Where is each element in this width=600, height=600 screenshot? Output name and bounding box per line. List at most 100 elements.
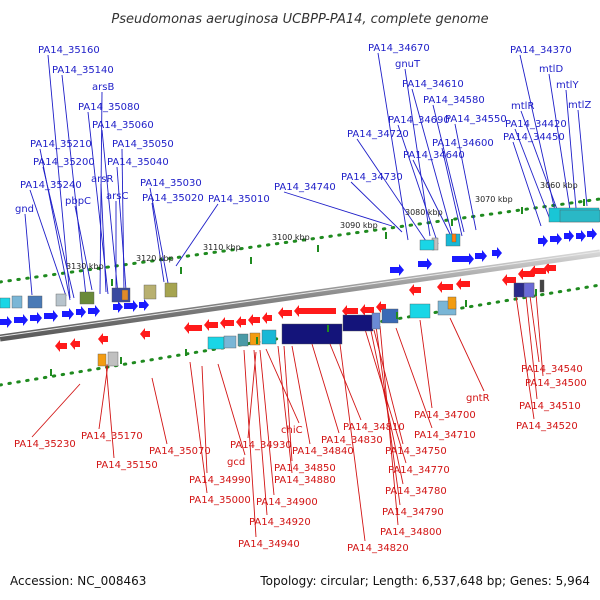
label-connector [529,295,540,363]
gene-arrow [98,333,108,345]
gene-feature-block [207,336,225,350]
gene-arrow [564,230,574,242]
gene-label-bottom: PA14_34710 [414,430,476,441]
gene-feature-block [381,308,399,324]
gene-feature-block [523,282,535,298]
label-connector [189,361,208,494]
label-connector [100,183,107,293]
gene-arrow [14,314,28,326]
gene-arrow [278,307,292,319]
gene-label-bottom: gcd [227,457,245,468]
gene-label-top: PA14_35060 [92,120,154,131]
label-connector [247,351,257,439]
gene-label-bottom: PA14_34540 [521,364,583,375]
gene-label-bottom: PA14_34930 [230,440,292,451]
label-connector [454,123,477,231]
gene-label-bottom: PA14_35230 [14,439,76,450]
gene-label-top: arsB [92,82,114,93]
gene-label-top: arsR [91,174,113,185]
label-connector [356,138,429,245]
label-connector [283,191,393,227]
gene-arrow [113,301,123,313]
gene-label-top: PA14_34740 [274,182,336,193]
gene-arrow [475,250,487,262]
gene-feature-block [0,297,11,309]
gene-label-top: PA14_35020 [142,193,204,204]
gene-feature-block [559,209,600,223]
gene-label-bottom: PA14_34820 [347,543,409,554]
gene-arrow [502,274,516,286]
gene-feature-block [419,239,435,251]
gene-arrow [30,312,42,324]
label-connector [441,147,463,237]
gene-label-top: PA14_34450 [503,132,565,143]
gene-arrow [437,281,453,293]
gene-label-top: PA14_35240 [20,180,82,191]
gene-label-bottom: PA14_34990 [189,475,251,486]
ruler-label: 3060 kbp [540,181,578,190]
gene-label-top: PA14_34550 [445,114,507,125]
gene-arrow [70,338,80,350]
label-connector [151,377,168,445]
ruler-label: 3080 kbp [405,208,443,217]
ruler-ticks [50,199,585,376]
gene-label-bottom: PA14_34790 [382,507,444,518]
gene-arrow [76,306,86,318]
label-connector [519,54,556,212]
gene-arrow [538,235,548,247]
gene-feature-block [261,329,277,345]
gene-arrow [262,312,272,324]
label-connector [259,349,275,496]
gene-label-bottom: PA14_35000 [189,495,251,506]
label-connectors [24,52,588,542]
gene-feature-block [409,303,431,319]
gene-label-bottom: PA14_34520 [516,421,578,432]
label-connector [339,343,366,542]
top-strand-labels: gndPA14_35240pbpCPA14_35200PA14_35210ars… [15,43,591,215]
label-connector [201,365,208,474]
gene-label-bottom: PA14_34700 [414,410,476,421]
label-connector [29,189,67,297]
gene-feature-block [249,332,261,346]
gene-arrow [88,305,100,317]
label-connector [514,128,552,223]
gene-arrow [409,284,421,296]
gene-label-top: PA14_35080 [78,102,140,113]
ruler-label: 3110 kbp [203,243,241,252]
label-connector [243,349,257,538]
label-connector [373,329,404,445]
gene-arrow [248,314,260,326]
gene-arrow [220,317,234,329]
label-connector [363,325,407,464]
gene-label-bottom: PA14_34940 [238,539,300,550]
gene-label-top: PA14_34600 [432,138,494,149]
gene-arrow [390,264,404,276]
gene-arrow [204,319,218,331]
gene-label-top: PA14_34640 [403,150,465,161]
gene-label-top: PA14_34370 [510,45,572,56]
accession-text: Accession: NC_008463 [10,574,147,588]
label-connector [291,345,311,445]
label-connector [151,202,165,283]
gene-label-bottom: PA14_34850 [274,463,336,474]
gene-label-top: PA14_34580 [423,95,485,106]
gene-arrow [452,253,474,265]
ruler-labels: 3060 kbp 3070 kbp 3080 kbp 3090 kbp 3100 kbp… [66,181,578,271]
gene-arrow [550,233,562,245]
label-connector [432,104,465,233]
label-connector [565,89,577,209]
gene-label-bottom: PA14_34750 [385,446,447,457]
gene-arrow [236,316,246,328]
bottom-strand-labels: PA14_35230 PA14_35170 PA14_35150 PA14_35070… [14,364,587,554]
gene-feature-block [223,335,237,349]
label-connector [253,349,268,516]
gene-label-top: PA14_34610 [402,79,464,90]
gene-label-top: arsC [106,191,128,202]
gene-arrow [44,310,58,322]
label-connector [39,148,71,301]
label-connector [329,343,362,421]
gene-label-bottom: PA14_34500 [525,378,587,389]
label-connector [61,74,87,297]
label-connector [411,88,453,235]
gene-label-top: gnuT [395,59,421,70]
